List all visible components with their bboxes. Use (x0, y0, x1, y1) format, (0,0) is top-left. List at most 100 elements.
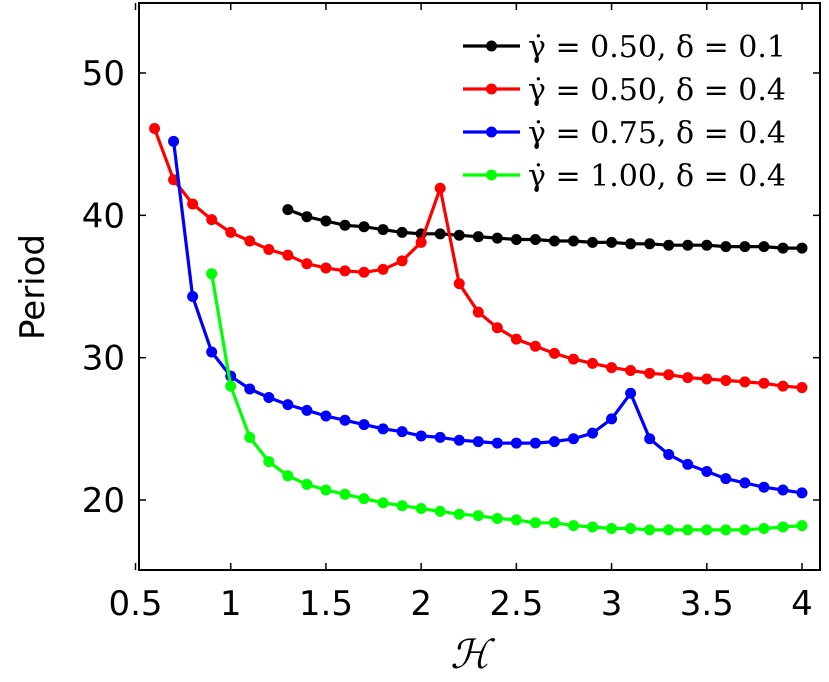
x-tick-label: 2.5 (489, 584, 543, 624)
x-tick-label: 1 (220, 584, 242, 624)
data-point (567, 353, 579, 365)
data-point (777, 380, 789, 392)
data-point (758, 241, 770, 253)
data-point (587, 357, 599, 369)
x-tick-label: 1.5 (299, 584, 353, 624)
data-point (758, 522, 770, 534)
data-point (701, 239, 713, 251)
data-point (777, 521, 789, 533)
legend-entry: γ̇ = 1.00, δ = 0.4 (463, 159, 786, 194)
data-point (263, 456, 275, 468)
series-0 (282, 204, 808, 254)
data-point (510, 514, 522, 526)
data-point (320, 484, 332, 496)
data-point (510, 333, 522, 345)
data-point (510, 437, 522, 449)
data-point (244, 431, 256, 443)
series-line (172, 141, 803, 495)
data-point (548, 235, 560, 247)
data-point (358, 493, 370, 505)
legend-label: γ̇ = 0.50, δ = 0.4 (528, 73, 786, 108)
y-axis-label: Period (13, 234, 53, 340)
data-point (358, 266, 370, 278)
data-point (663, 239, 675, 251)
legend-label: γ̇ = 0.50, δ = 0.1 (528, 30, 786, 65)
series-3 (206, 268, 808, 536)
legend-marker (486, 83, 497, 95)
data-point (606, 522, 618, 534)
data-point (282, 204, 294, 216)
data-point (796, 382, 808, 394)
data-point (206, 268, 218, 280)
data-point (720, 473, 732, 485)
data-point (720, 524, 732, 536)
data-point (567, 433, 579, 445)
data-point (606, 236, 618, 248)
data-point (263, 243, 275, 255)
y-tick-label: 50 (82, 54, 125, 94)
data-point (377, 263, 389, 275)
data-point (244, 235, 256, 247)
data-point (472, 231, 484, 243)
data-point (644, 433, 656, 445)
data-point (587, 521, 599, 533)
legend-entry: γ̇ = 0.75, δ = 0.4 (463, 116, 786, 151)
data-point (453, 278, 465, 290)
data-point (301, 478, 313, 490)
series-line (210, 273, 803, 532)
data-point (606, 413, 618, 425)
data-point (320, 410, 332, 422)
data-point (472, 436, 484, 448)
data-point (282, 399, 294, 411)
data-point (701, 524, 713, 536)
data-point (472, 510, 484, 522)
data-point (567, 235, 579, 247)
data-point (358, 419, 370, 431)
data-point (358, 221, 370, 233)
data-point (301, 404, 313, 416)
data-point (415, 503, 427, 515)
y-tick-label: 20 (82, 481, 125, 521)
data-point (187, 290, 199, 302)
data-point (625, 238, 637, 250)
data-point (491, 232, 503, 244)
legend-marker (486, 169, 497, 181)
data-point (396, 426, 408, 438)
legend-entry: γ̇ = 0.50, δ = 0.1 (463, 30, 786, 65)
data-point (168, 174, 180, 186)
series-layer (149, 123, 808, 536)
data-point (396, 226, 408, 238)
x-tick-label: 3 (601, 584, 623, 624)
x-tick-label: 0.5 (108, 584, 162, 624)
data-point (282, 249, 294, 261)
data-point (758, 481, 770, 493)
data-point (491, 513, 503, 525)
data-point (206, 214, 218, 226)
data-point (682, 372, 694, 384)
data-point (149, 123, 161, 135)
data-point (491, 322, 503, 334)
data-point (777, 242, 789, 254)
data-point (777, 484, 789, 496)
data-point (415, 430, 427, 442)
data-point (701, 373, 713, 385)
data-point (434, 505, 446, 517)
data-point (225, 226, 237, 238)
legend-marker (486, 40, 497, 52)
data-point (434, 431, 446, 443)
data-point (491, 437, 503, 449)
data-point (701, 466, 713, 478)
data-point (415, 236, 427, 248)
data-point (339, 488, 351, 500)
data-point (168, 135, 180, 147)
series-1 (149, 123, 808, 394)
data-point (453, 508, 465, 520)
data-point (739, 477, 751, 489)
data-point (472, 306, 484, 318)
data-point (301, 211, 313, 223)
data-point (282, 470, 294, 482)
plot-frame (138, 2, 821, 571)
data-point (263, 392, 275, 404)
legend: γ̇ = 0.50, δ = 0.1 γ̇ = 0.50, δ = 0.4 γ̇ =… (463, 30, 786, 194)
